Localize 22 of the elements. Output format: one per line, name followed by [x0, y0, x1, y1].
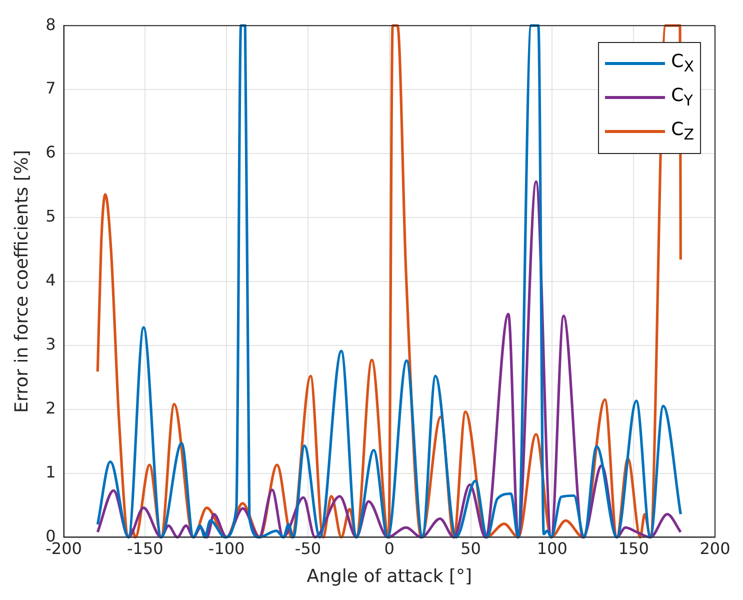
legend-label: C$_{Y}$	[671, 85, 693, 110]
x-tick-label: 200	[700, 538, 730, 558]
x-tick-label: 0	[384, 538, 394, 558]
line-series	[96, 24, 682, 538]
x-tick-label: 50	[460, 538, 481, 558]
y-tick-label: 4	[46, 270, 56, 290]
legend-label: C$_{X}$	[671, 51, 694, 76]
y-tick-label: 1	[46, 462, 56, 482]
y-tick-label: 3	[46, 334, 56, 354]
x-tick-label: -100	[208, 538, 245, 558]
x-tick-label: -150	[127, 538, 164, 558]
y-tick-label: 8	[46, 14, 56, 34]
y-tick-label: 5	[46, 206, 56, 226]
x-tick-label: -50	[294, 538, 322, 558]
legend-label: C$_{Z}$	[671, 119, 694, 144]
y-tick-label: 2	[46, 398, 56, 418]
y-axis-title: Error in force coefficients [%]	[11, 150, 32, 413]
y-tick-label: 7	[46, 78, 56, 98]
y-tick-label: 6	[46, 142, 56, 162]
x-tick-label: 150	[618, 538, 649, 558]
x-tick-label: 100	[536, 538, 568, 558]
x-axis-title: Angle of attack [°]	[306, 566, 472, 587]
